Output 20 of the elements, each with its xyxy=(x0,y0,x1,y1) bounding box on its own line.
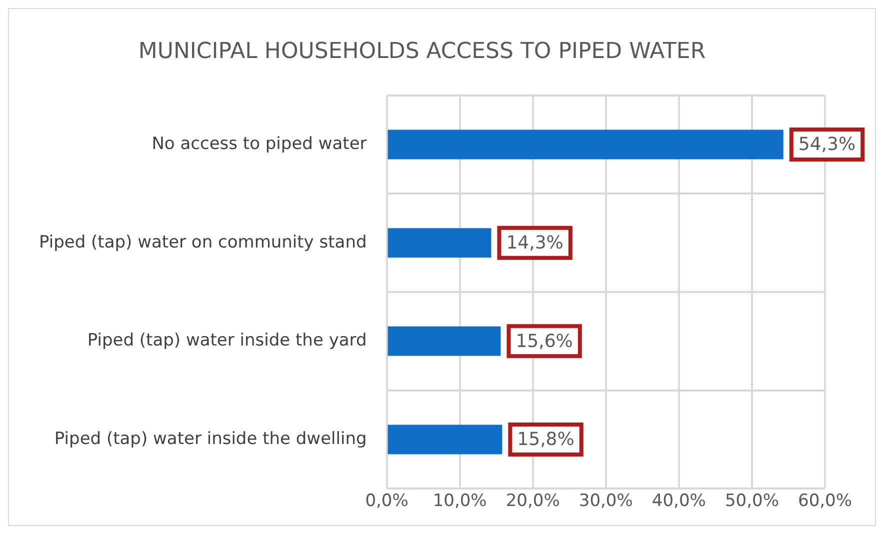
x-tick-label: 0,0% xyxy=(365,491,408,512)
y-tick-label: Piped (tap) water on community stand xyxy=(39,232,367,252)
x-tick-label: 50,0% xyxy=(724,491,779,512)
x-tick-label: 30,0% xyxy=(578,491,633,512)
bar xyxy=(388,228,492,258)
y-tick-label: Piped (tap) water inside the yard xyxy=(87,330,367,351)
bar xyxy=(388,130,784,160)
bar xyxy=(388,424,502,454)
x-tick-label: 40,0% xyxy=(652,491,706,512)
x-tick-label: 20,0% xyxy=(506,491,560,512)
y-tick-label: No access to piped water xyxy=(152,134,367,154)
data-label: 15,8% xyxy=(517,429,574,450)
y-tick-label: Piped (tap) water inside the dwelling xyxy=(54,428,367,449)
bar xyxy=(388,326,501,356)
data-label: 15,6% xyxy=(516,330,573,352)
x-tick-label: 10,0% xyxy=(432,491,487,512)
x-tick-label: 60,0% xyxy=(798,491,852,512)
data-label: 14,3% xyxy=(506,232,564,254)
data-label: 54,3% xyxy=(798,134,856,156)
chart-title: MUNICIPAL HOUSEHOLDS ACCESS TO PIPED WATER xyxy=(138,38,706,64)
